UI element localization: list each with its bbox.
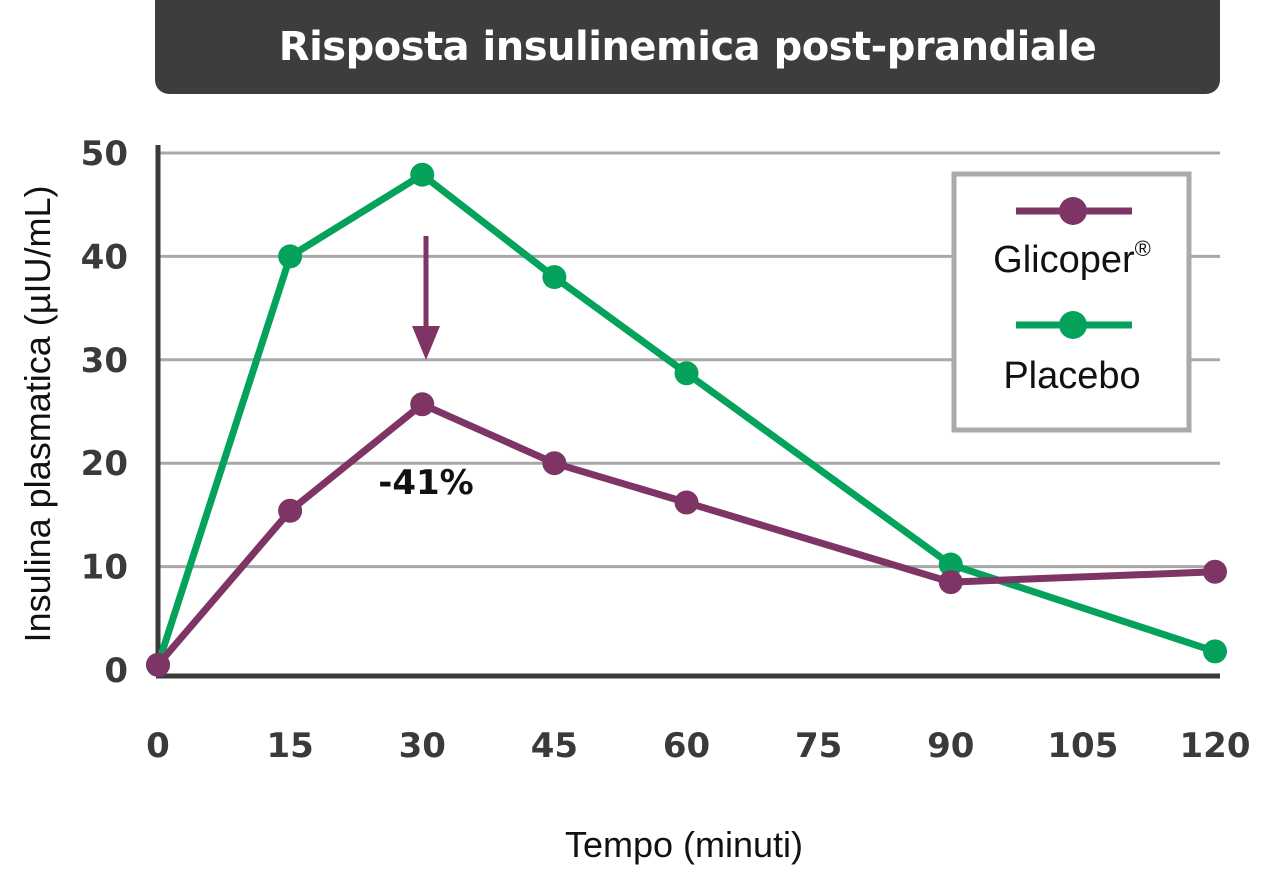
series-line-glicoper — [154, 400, 1219, 669]
reduction-annotation: -41% — [378, 463, 474, 503]
data-point-glicoper — [146, 652, 170, 677]
legend-label-glicoper: Glicoper® — [993, 236, 1151, 281]
x-tick-label: 30 — [399, 726, 446, 766]
x-tick-label: 45 — [531, 726, 578, 766]
series-group — [146, 162, 1227, 677]
y-tick-label: 20 — [81, 444, 128, 484]
x-tick-label: 90 — [927, 726, 974, 766]
x-tick-label: 60 — [663, 726, 710, 766]
chart-title: Risposta insulinemica post-prandiale — [278, 24, 1097, 70]
data-point-glicoper — [410, 392, 435, 417]
data-point-glicoper — [674, 490, 699, 515]
y-tick-label: 10 — [81, 548, 128, 588]
legend: Glicoper® Placebo — [951, 171, 1192, 433]
data-point-placebo — [938, 552, 963, 577]
legend-marker-glicoper — [1059, 197, 1087, 225]
legend-marker-placebo — [1059, 311, 1087, 339]
legend-label-placebo: Placebo — [1003, 355, 1140, 397]
y-tick-label: 50 — [81, 134, 128, 174]
data-point-placebo — [410, 162, 435, 187]
x-axis-label: Tempo (minuti) — [565, 824, 803, 865]
data-point-placebo — [278, 244, 303, 269]
x-tick-label: 105 — [1047, 726, 1118, 766]
y-axis-label: Insulina plasmatica (µIU/mL) — [17, 186, 58, 643]
reduction-arrow — [412, 236, 440, 360]
arrow-head — [412, 326, 440, 360]
data-point-glicoper — [1203, 559, 1227, 584]
x-tick-label: 120 — [1180, 726, 1251, 766]
data-point-glicoper — [278, 498, 303, 523]
data-point-glicoper — [938, 570, 963, 595]
x-tick-label: 0 — [146, 726, 170, 766]
y-tick-labels: 0 10 20 30 40 50 — [81, 134, 128, 691]
data-point-placebo — [542, 265, 567, 290]
x-tick-label: 75 — [795, 726, 842, 766]
y-tick-label: 0 — [104, 651, 128, 691]
y-tick-label: 30 — [81, 341, 128, 381]
x-tick-label: 15 — [266, 726, 313, 766]
data-point-glicoper — [542, 451, 567, 476]
data-point-placebo — [1203, 639, 1227, 664]
y-tick-label: 40 — [81, 237, 128, 277]
chart-title-bar: Risposta insulinemica post-prandiale — [155, 0, 1220, 94]
x-tick-labels: 0 15 30 45 60 75 90 105 120 — [146, 726, 1250, 766]
data-point-placebo — [674, 361, 699, 386]
